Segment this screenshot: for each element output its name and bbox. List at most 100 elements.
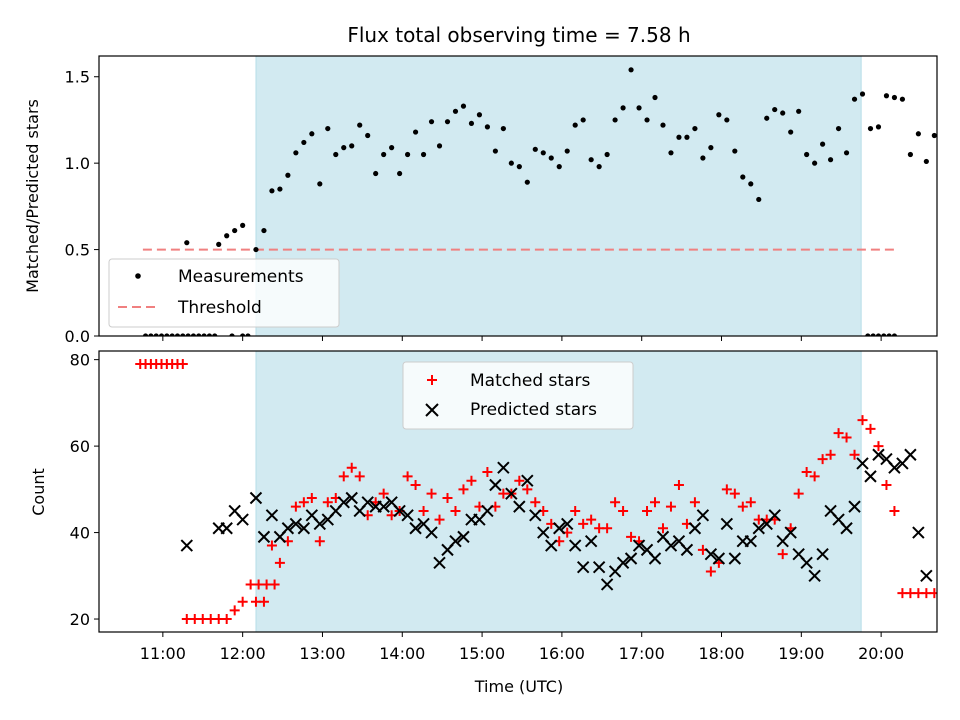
matched-star-point bbox=[306, 492, 317, 503]
x-tick-label: 19:00 bbox=[778, 644, 824, 663]
measurement-point bbox=[867, 125, 874, 132]
predicted-star-point bbox=[648, 552, 662, 565]
predicted-star-point bbox=[720, 517, 734, 531]
predicted-star-point bbox=[848, 500, 861, 513]
predicted-star-point bbox=[393, 504, 406, 518]
measurement-point bbox=[700, 155, 706, 161]
predicted-star-point bbox=[489, 478, 502, 492]
measurement-point bbox=[636, 105, 642, 111]
matched-star-point bbox=[857, 415, 868, 426]
y-tick-label: 1.0 bbox=[65, 154, 90, 173]
matched-star-point bbox=[721, 484, 732, 495]
x-axis-label: Time (UTC) bbox=[474, 677, 563, 696]
predicted-star-point bbox=[680, 543, 694, 557]
measurement-point bbox=[373, 170, 379, 177]
matched-star-point bbox=[881, 480, 892, 491]
measurement-point bbox=[859, 91, 866, 97]
predicted-star-point bbox=[409, 522, 422, 535]
matched-star-point bbox=[274, 557, 285, 568]
measurement-point bbox=[277, 186, 283, 192]
measurement-point bbox=[788, 129, 794, 135]
predicted-star-point bbox=[584, 535, 598, 548]
legend-box bbox=[402, 361, 634, 430]
predicted-star-point bbox=[236, 513, 249, 526]
predicted-star-point bbox=[481, 504, 494, 518]
measurement-point bbox=[224, 233, 230, 239]
predicted-star-point bbox=[576, 560, 590, 574]
matched-star-point bbox=[817, 454, 828, 465]
measurement-point bbox=[174, 333, 181, 336]
measurement-point bbox=[508, 160, 514, 166]
predicted-star-point bbox=[449, 535, 462, 548]
measurement-point bbox=[190, 333, 197, 336]
matched-star-point bbox=[642, 505, 653, 516]
measurement-point bbox=[812, 160, 818, 166]
measurement-point bbox=[164, 333, 170, 336]
matched-star-point bbox=[937, 588, 947, 598]
predicted-star-point bbox=[744, 535, 757, 548]
predicted-star-point bbox=[624, 552, 638, 565]
observing-window-shading bbox=[255, 55, 862, 337]
measurement-point bbox=[404, 151, 411, 158]
measurement-point bbox=[240, 222, 246, 228]
predicted-star-point bbox=[816, 547, 829, 561]
matched-star-point bbox=[809, 471, 820, 482]
measurement-point bbox=[309, 131, 315, 137]
measurement-point bbox=[436, 143, 443, 149]
measurement-point bbox=[540, 150, 546, 156]
measurement-point bbox=[556, 164, 562, 170]
matched-star-point bbox=[442, 492, 453, 503]
measurement-point bbox=[652, 94, 658, 101]
measurement-point bbox=[245, 333, 251, 336]
matched-star-point bbox=[657, 523, 668, 534]
matched-star-point bbox=[237, 596, 248, 607]
plot-frame bbox=[98, 350, 938, 633]
measurement-point bbox=[484, 124, 491, 130]
measurement-point bbox=[476, 112, 483, 118]
measurement-point bbox=[891, 333, 898, 336]
measurement-point bbox=[293, 150, 299, 156]
measurement-point bbox=[572, 122, 578, 128]
measurement-point bbox=[548, 155, 554, 161]
matched-star-point bbox=[618, 505, 629, 516]
measurement-point bbox=[524, 179, 530, 185]
predicted-star-point bbox=[220, 522, 233, 535]
predicted-star-point bbox=[856, 457, 869, 470]
measurement-point bbox=[580, 117, 586, 123]
measurement-point bbox=[668, 150, 674, 156]
measurement-point bbox=[851, 96, 858, 102]
predicted-star-point bbox=[904, 448, 917, 461]
matched-star-point bbox=[865, 423, 876, 434]
predicted-star-point bbox=[433, 556, 446, 570]
measurement-point bbox=[564, 148, 570, 154]
predicted-star-point bbox=[888, 461, 901, 474]
matched-star-point bbox=[290, 501, 301, 512]
predicted-star-point bbox=[664, 539, 678, 552]
measurement-point bbox=[148, 333, 154, 336]
predicted-star-point bbox=[497, 461, 510, 474]
predicted-star-point bbox=[768, 509, 781, 522]
measurement-point bbox=[261, 227, 267, 234]
matched-star-point bbox=[777, 549, 788, 560]
measurement-point bbox=[940, 133, 945, 138]
legend-label-measurements: Measurements bbox=[178, 267, 304, 287]
measurement-point bbox=[232, 227, 238, 234]
measurement-point bbox=[180, 333, 186, 336]
plot-content bbox=[135, 358, 947, 625]
measurement-point bbox=[708, 145, 714, 151]
y-tick-label: 0.0 bbox=[65, 327, 90, 346]
legend-predicted-marker bbox=[425, 403, 439, 417]
measurement-point bbox=[153, 333, 159, 336]
predicted-star-point bbox=[401, 509, 414, 522]
predicted-star-point bbox=[712, 552, 726, 565]
measurement-point bbox=[460, 103, 467, 109]
x-tick-label: 12:00 bbox=[220, 644, 266, 663]
predicted-star-point bbox=[265, 509, 279, 522]
measurement-point bbox=[229, 333, 235, 336]
measurement-point bbox=[201, 333, 207, 336]
matched-star-point bbox=[889, 505, 900, 516]
y-tick-label: 40 bbox=[70, 524, 90, 543]
predicted-star-point bbox=[632, 539, 646, 552]
matched-star-point bbox=[221, 614, 232, 625]
matched-star-point bbox=[314, 536, 325, 547]
